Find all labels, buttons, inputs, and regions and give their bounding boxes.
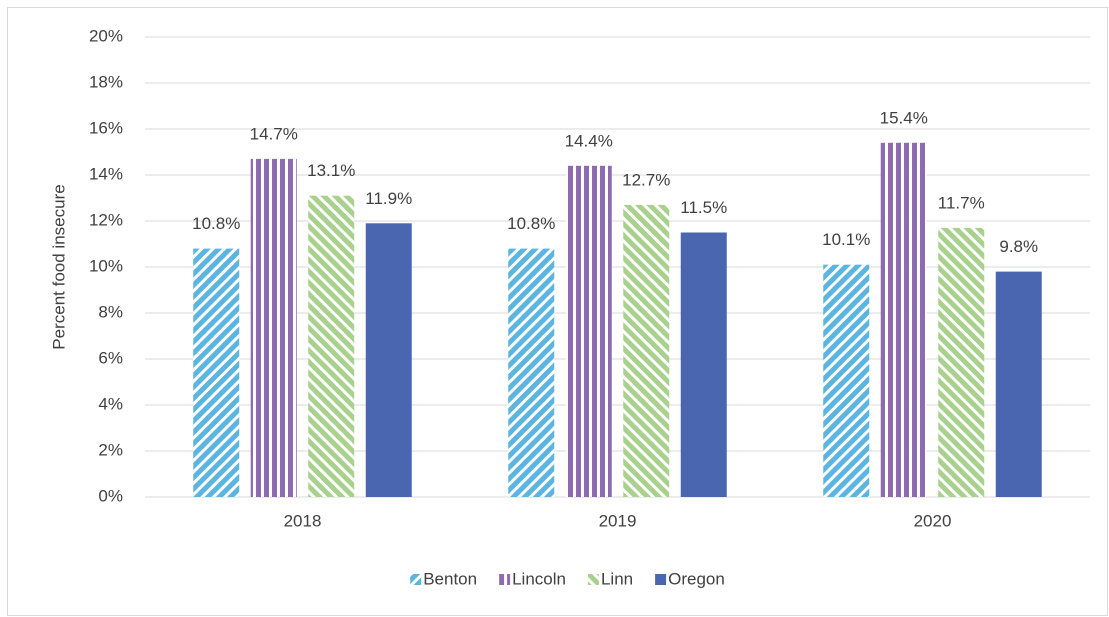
legend-swatch (410, 574, 422, 585)
legend-label: Benton (423, 569, 477, 588)
y-tick-label: 6% (98, 348, 123, 367)
legend-item: Benton (410, 569, 477, 588)
legend-swatch (499, 574, 511, 585)
bar (308, 195, 355, 497)
legend-swatch (587, 574, 599, 585)
x-tick-label: 2018 (284, 511, 322, 530)
legend-swatch (655, 574, 667, 585)
y-tick-label: 12% (89, 210, 123, 229)
y-tick-label: 8% (98, 302, 123, 321)
bar (680, 232, 727, 497)
legend-item: Lincoln (499, 569, 566, 588)
data-label: 10.8% (192, 214, 240, 233)
data-label: 10.1% (822, 230, 870, 249)
y-tick-label: 14% (89, 164, 123, 183)
bar (193, 248, 240, 497)
data-label: 11.5% (680, 198, 727, 217)
data-label: 9.8% (999, 237, 1038, 256)
y-tick-label: 20% (89, 26, 123, 45)
y-tick-label: 18% (89, 72, 123, 91)
data-label: 12.7% (622, 170, 670, 189)
y-axis-label: Percent food insecure (49, 184, 68, 349)
legend-label: Oregon (668, 569, 725, 588)
bar (508, 248, 555, 497)
data-label: 14.4% (565, 131, 613, 150)
x-tick-label: 2020 (914, 511, 952, 530)
y-tick-label: 16% (89, 118, 123, 137)
legend-label: Lincoln (512, 569, 566, 588)
legend-item: Oregon (655, 569, 725, 588)
bar (880, 142, 927, 498)
data-label: 13.1% (307, 161, 355, 180)
data-label: 14.7% (250, 124, 298, 143)
data-label: 10.8% (507, 214, 555, 233)
legend-item: Linn (587, 569, 633, 588)
bar (250, 158, 297, 497)
y-tick-label: 2% (98, 440, 123, 459)
bar (565, 165, 612, 498)
legend-label: Linn (601, 569, 633, 588)
y-tick-label: 0% (98, 486, 123, 505)
x-tick-label: 2019 (599, 511, 637, 530)
data-label: 11.7% (938, 193, 985, 212)
bar (623, 204, 670, 497)
bar (823, 264, 870, 497)
data-label: 15.4% (880, 108, 928, 127)
y-tick-label: 4% (98, 394, 123, 413)
bar (995, 271, 1042, 497)
bar (938, 227, 985, 497)
y-tick-label: 10% (89, 256, 123, 275)
bar (365, 223, 412, 498)
data-label: 11.9% (365, 189, 412, 208)
